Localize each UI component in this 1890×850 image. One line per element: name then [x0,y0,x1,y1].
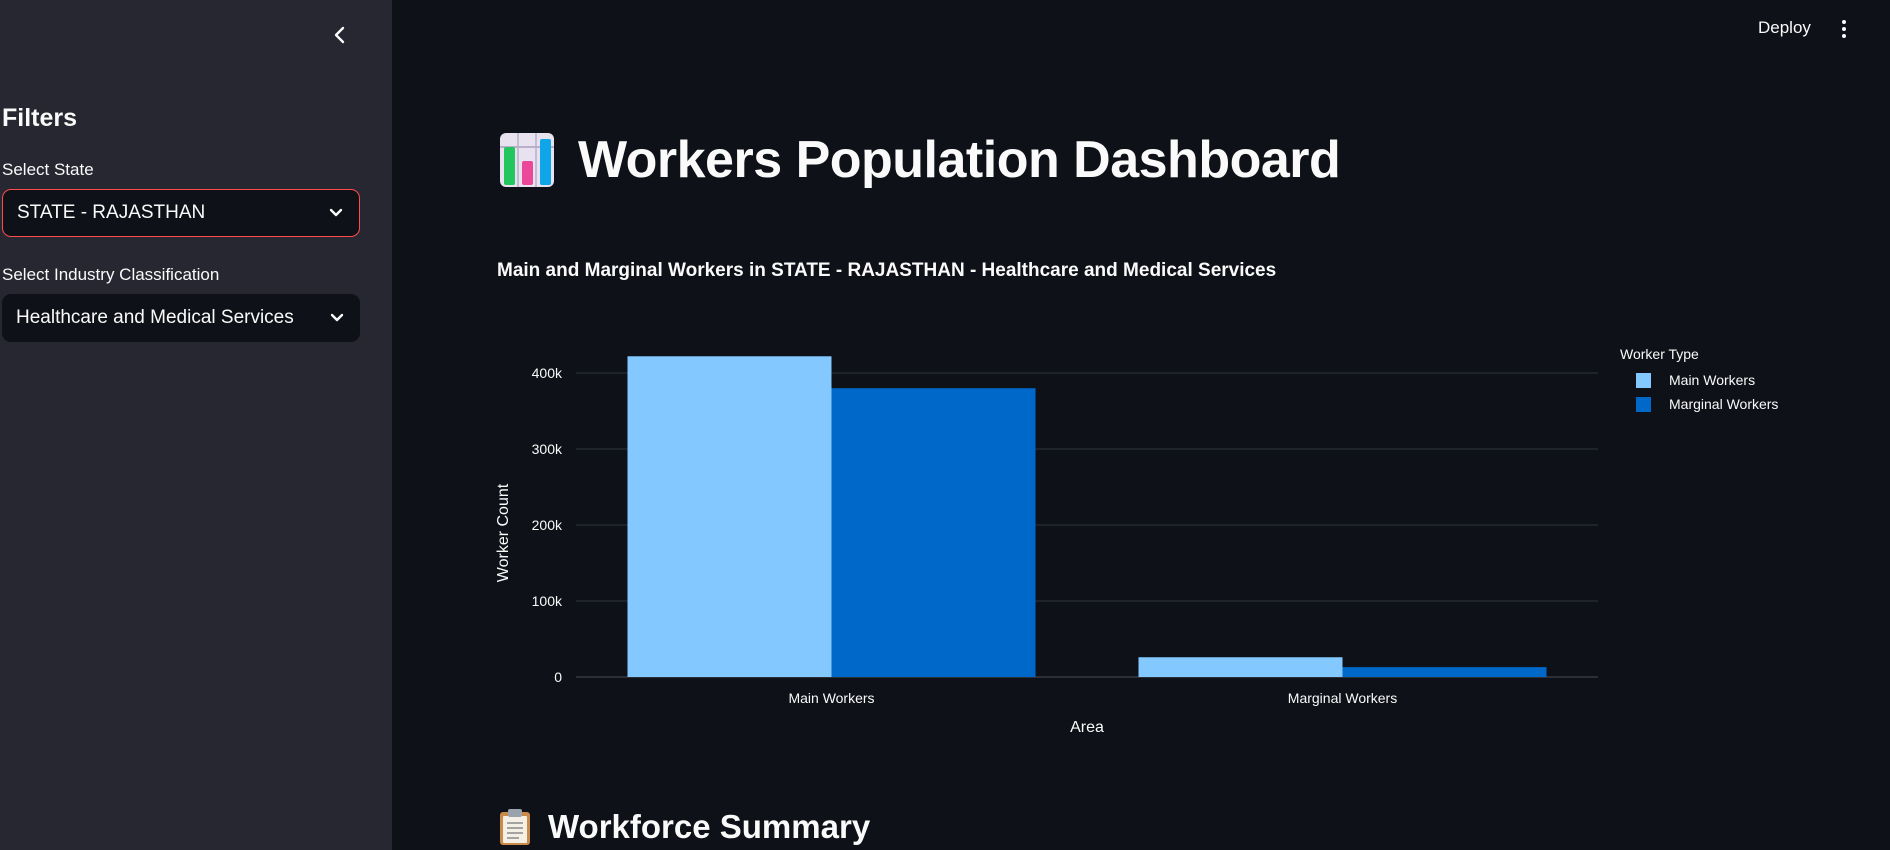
sidebar: Filters Select State STATE - RAJASTHAN S… [0,0,392,850]
bar-marginal-workers [831,388,1036,677]
kebab-menu-icon[interactable] [1834,17,1854,41]
y-tick-label: 400k [532,365,563,381]
bar-main-workers [1138,657,1343,677]
summary-title-text: Workforce Summary [548,808,871,845]
state-select[interactable]: STATE - RAJASTHAN [2,189,360,237]
legend-item-main-workers[interactable]: Main Workers [1620,368,1778,392]
bar-chart: 0 100k 200k 300k 400k Main Workers Marginal Wo… [495,356,1598,736]
industry-select-label: Select Industry Classification [2,265,220,284]
y-axis-label: Worker Count [495,483,512,582]
legend-item-marginal-workers[interactable]: Marginal Workers [1620,392,1778,416]
industry-select-value: Healthcare and Medical Services [16,307,294,328]
chevron-left-icon [334,26,345,44]
bar-chart-icon [500,133,554,187]
legend-swatch [1636,396,1651,412]
y-tick-label: 200k [532,517,563,533]
legend-label: Main Workers [1669,372,1756,388]
x-axis-label: Area [1070,719,1104,736]
state-select-value: STATE - RAJASTHAN [17,202,206,223]
y-tick-label: 100k [532,593,563,609]
y-tick-label: 300k [532,441,563,457]
legend-swatch [1636,372,1651,388]
chart-legend: Worker Type Main Workers Marginal Worker… [1620,346,1778,416]
chevron-down-icon [328,309,346,327]
clipboard-icon [500,809,530,845]
summary-section-title: Workforce Summary [498,808,870,846]
y-tick-label: 0 [554,669,562,685]
deploy-button[interactable]: Deploy [1758,18,1811,37]
legend-title: Worker Type [1620,346,1699,362]
chevron-down-icon [327,204,345,222]
page-title-text: Workers Population Dashboard [578,131,1341,189]
bar-main-workers [627,356,832,677]
legend-label: Marginal Workers [1669,396,1779,412]
page-title: Workers Population Dashboard [498,130,1341,190]
sidebar-title: Filters [2,104,78,132]
x-tick-label: Marginal Workers [1288,690,1397,706]
bar-marginal-workers [1342,667,1547,677]
industry-select[interactable]: Healthcare and Medical Services [2,294,360,342]
chart-title: Main and Marginal Workers in STATE - RAJ… [497,260,1277,281]
state-select-label: Select State [2,160,94,179]
collapse-sidebar-button[interactable] [325,20,355,50]
x-tick-label: Main Workers [788,690,874,706]
